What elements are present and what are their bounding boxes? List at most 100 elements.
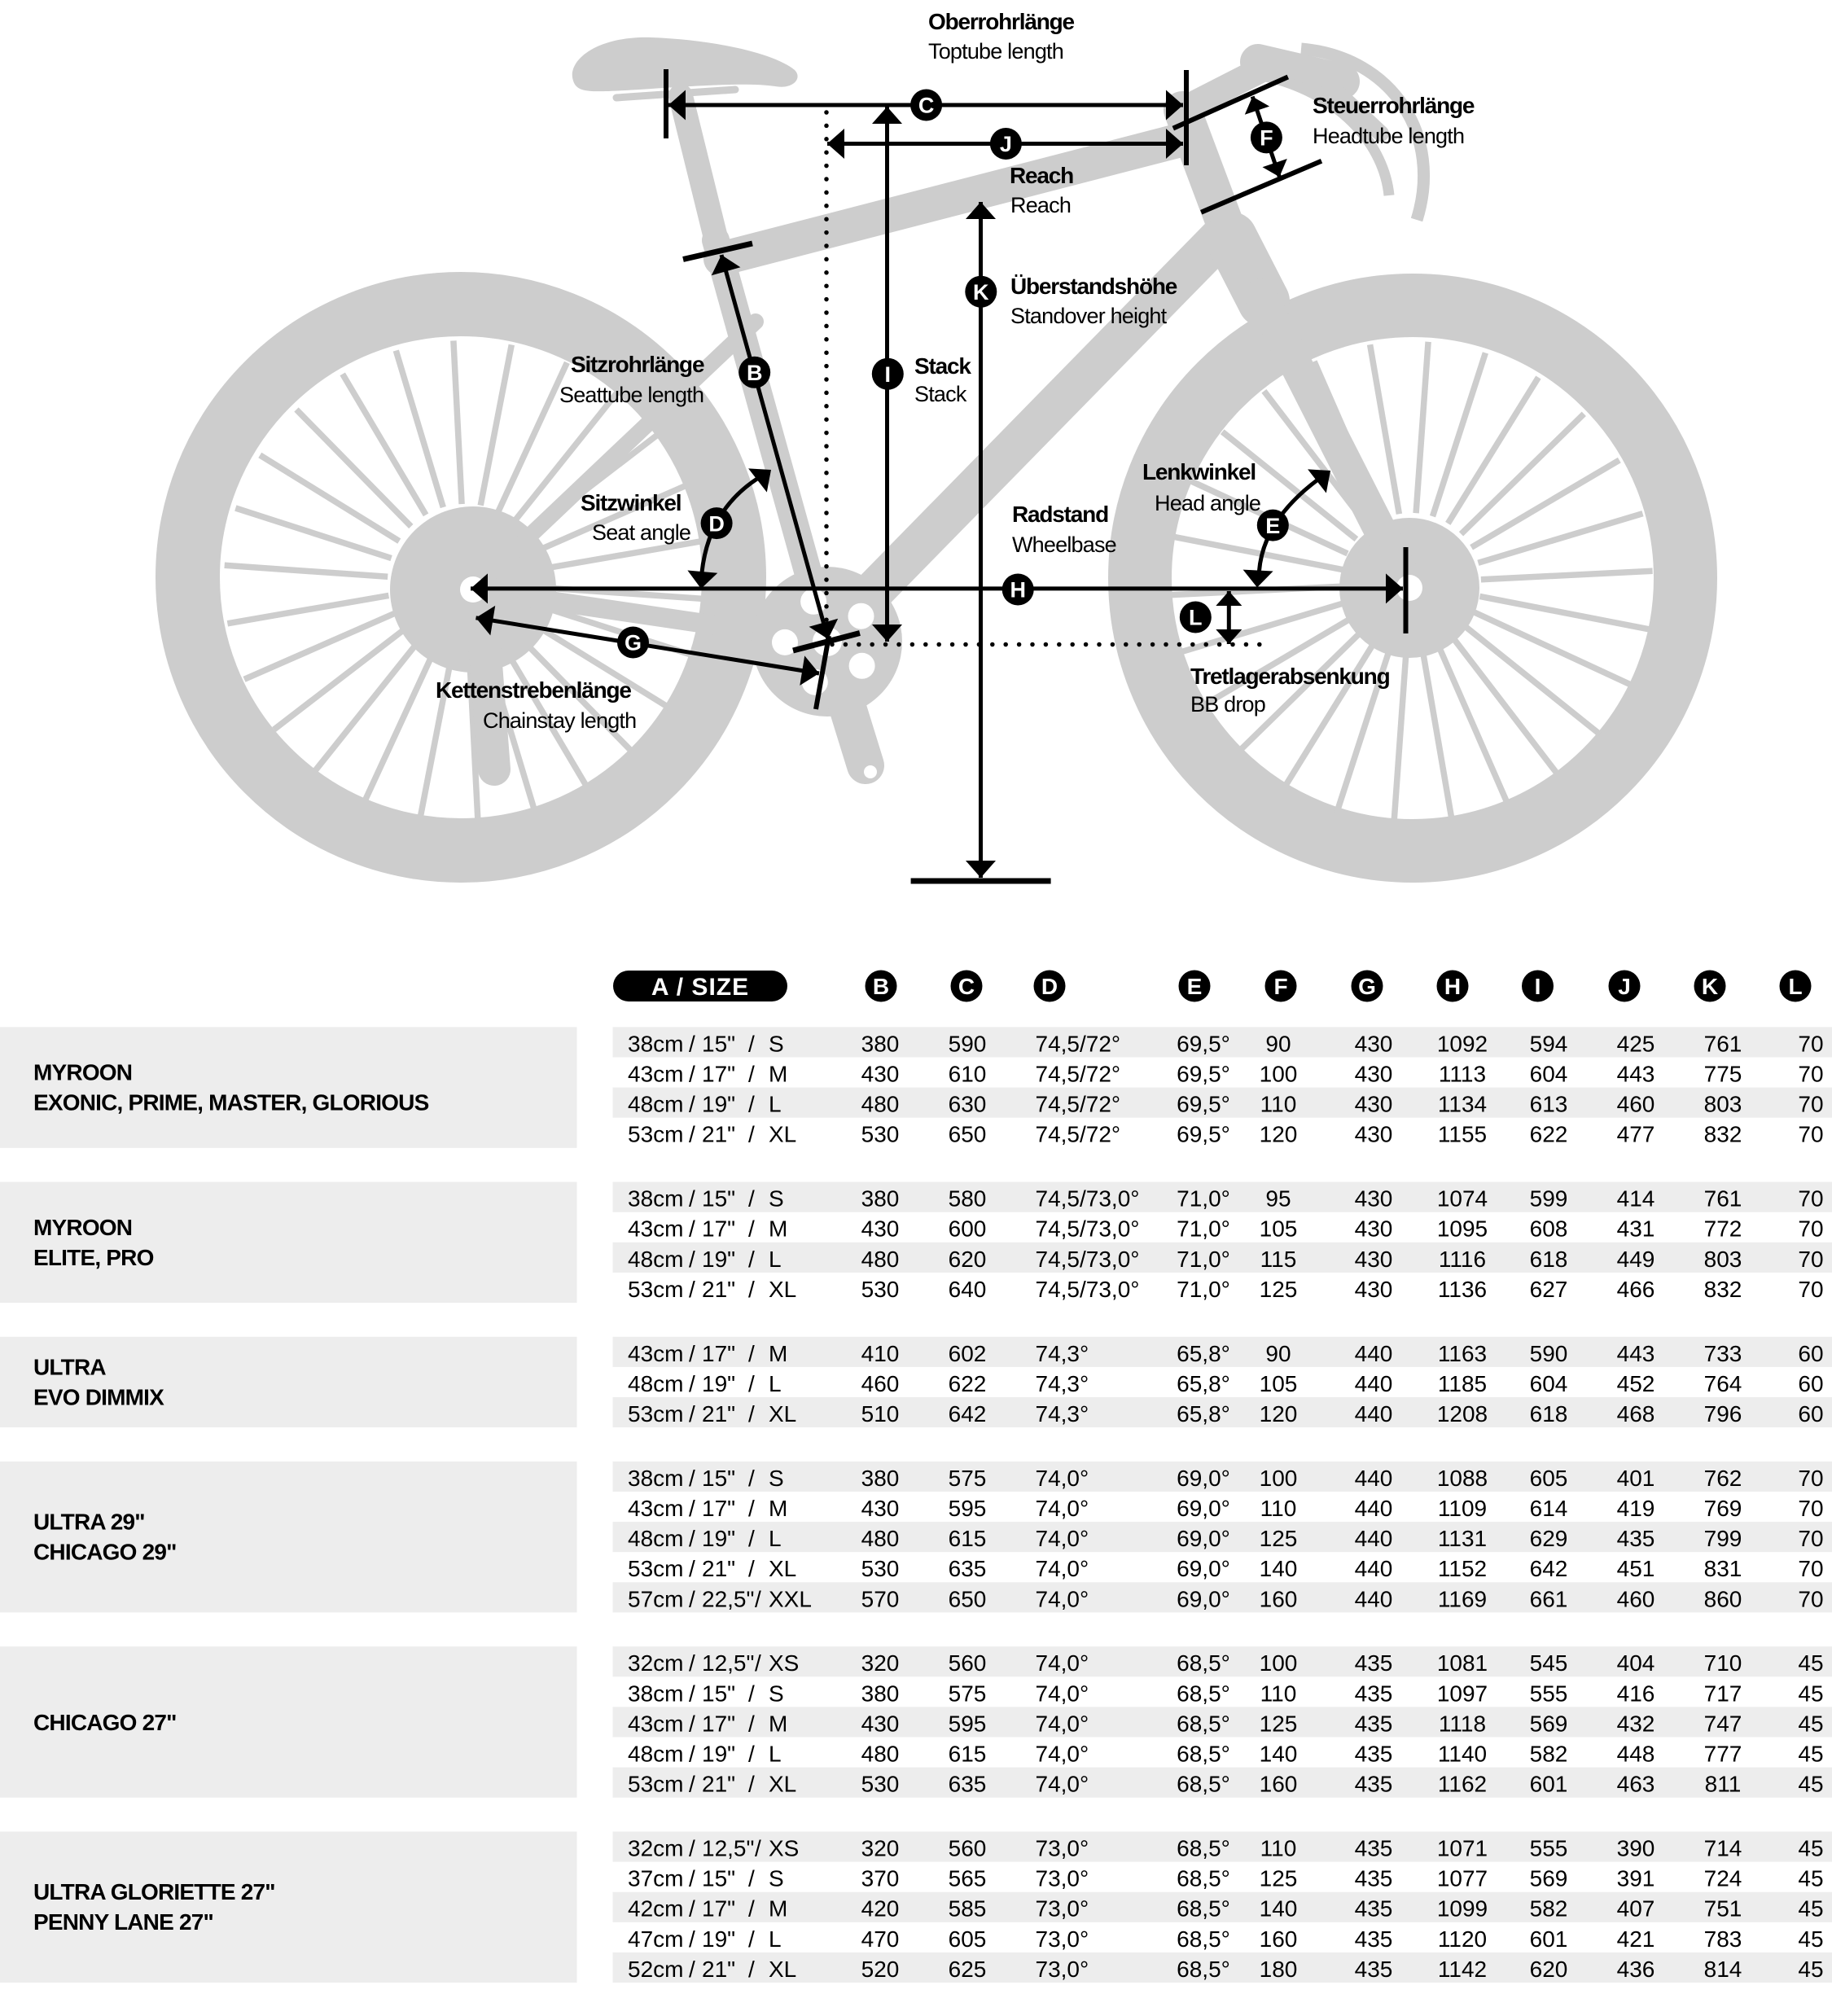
svg-text:21": 21" [702, 1122, 735, 1147]
svg-text:625: 625 [949, 1957, 987, 1982]
svg-text:ULTRA GLORIETTE 27": ULTRA GLORIETTE 27" [33, 1879, 275, 1904]
svg-text:560: 560 [949, 1836, 987, 1861]
svg-text:48cm: 48cm [628, 1526, 683, 1551]
svg-text:74,5/73,0°: 74,5/73,0° [1036, 1186, 1140, 1212]
svg-text:435: 435 [1355, 1926, 1393, 1952]
svg-text:435: 435 [1355, 1836, 1393, 1861]
svg-text:595: 595 [949, 1496, 987, 1521]
svg-text:595: 595 [949, 1711, 987, 1736]
svg-text:/: / [689, 1711, 695, 1736]
svg-text:74,5/72°: 74,5/72° [1036, 1062, 1121, 1087]
svg-text:E: E [1265, 514, 1280, 538]
svg-text:38cm: 38cm [628, 1186, 683, 1212]
svg-text:48cm: 48cm [628, 1742, 683, 1767]
svg-text:/: / [748, 1062, 755, 1087]
svg-text:90: 90 [1265, 1341, 1291, 1366]
svg-text:1152: 1152 [1438, 1556, 1487, 1581]
svg-text:724: 724 [1704, 1866, 1742, 1891]
svg-text:1163: 1163 [1438, 1341, 1487, 1366]
svg-text:/: / [748, 1866, 755, 1891]
svg-text:410: 410 [861, 1341, 900, 1366]
svg-text:615: 615 [949, 1526, 987, 1551]
svg-text:Standover height: Standover height [1010, 304, 1168, 328]
svg-text:440: 440 [1355, 1371, 1393, 1396]
svg-text:480: 480 [861, 1526, 900, 1551]
svg-text:43cm: 43cm [628, 1496, 683, 1521]
svg-text:1185: 1185 [1438, 1371, 1487, 1396]
svg-text:/: / [689, 1496, 695, 1521]
svg-text:70: 70 [1798, 1092, 1823, 1117]
svg-text:68,5°: 68,5° [1177, 1836, 1230, 1861]
svg-text:630: 630 [949, 1092, 987, 1117]
svg-text:1162: 1162 [1438, 1772, 1487, 1797]
svg-text:/: / [748, 1556, 755, 1581]
svg-text:1088: 1088 [1437, 1466, 1488, 1491]
svg-text:/: / [689, 1896, 695, 1922]
svg-text:100: 100 [1260, 1650, 1298, 1676]
svg-text:Steuerrohrlänge: Steuerrohrlänge [1313, 93, 1475, 118]
svg-text:601: 601 [1530, 1926, 1568, 1952]
svg-text:38cm: 38cm [628, 1466, 683, 1491]
svg-text:74,0°: 74,0° [1036, 1586, 1089, 1611]
svg-text:43cm: 43cm [628, 1341, 683, 1366]
svg-text:/: / [689, 1650, 695, 1676]
svg-text:H: H [1444, 974, 1461, 999]
svg-text:65,8°: 65,8° [1177, 1401, 1230, 1427]
svg-text:MYROON: MYROON [33, 1060, 132, 1085]
svg-text:1120: 1120 [1438, 1926, 1487, 1952]
svg-text:Wheelbase: Wheelbase [1012, 532, 1116, 557]
svg-text:Stack: Stack [914, 382, 967, 406]
svg-text:70: 70 [1798, 1556, 1823, 1581]
svg-text:/: / [689, 1586, 695, 1611]
svg-text:69,0°: 69,0° [1177, 1556, 1230, 1581]
svg-text:L: L [769, 1092, 782, 1117]
svg-text:430: 430 [1355, 1062, 1393, 1087]
svg-text:1116: 1116 [1439, 1247, 1486, 1272]
svg-text:/: / [748, 1681, 755, 1706]
svg-text:74,0°: 74,0° [1036, 1556, 1089, 1581]
svg-text:17": 17" [702, 1216, 735, 1242]
svg-text:751: 751 [1704, 1896, 1742, 1922]
svg-text:747: 747 [1704, 1711, 1742, 1736]
svg-text:/: / [689, 1031, 695, 1056]
svg-text:21": 21" [702, 1277, 735, 1302]
svg-text:380: 380 [861, 1186, 900, 1212]
svg-text:480: 480 [861, 1247, 900, 1272]
svg-text:115: 115 [1260, 1247, 1297, 1272]
svg-text:68,5°: 68,5° [1177, 1650, 1230, 1676]
svg-text:B: B [747, 361, 763, 385]
svg-text:K: K [973, 280, 989, 305]
svg-text:15": 15" [702, 1866, 735, 1891]
svg-text:560: 560 [949, 1650, 987, 1676]
svg-text:45: 45 [1798, 1650, 1823, 1676]
svg-text:/: / [689, 1247, 695, 1272]
svg-text:53cm: 53cm [628, 1401, 683, 1427]
svg-text:Headtube length: Headtube length [1313, 124, 1464, 148]
svg-text:435: 435 [1355, 1957, 1393, 1982]
svg-text:1131: 1131 [1438, 1526, 1487, 1551]
svg-text:74,5/72°: 74,5/72° [1036, 1031, 1121, 1056]
svg-text:620: 620 [1530, 1957, 1568, 1982]
svg-text:ULTRA 29": ULTRA 29" [33, 1510, 145, 1535]
svg-text:H: H [1010, 578, 1026, 603]
svg-text:95: 95 [1265, 1186, 1291, 1212]
svg-text:70: 70 [1798, 1247, 1823, 1272]
svg-text:70: 70 [1798, 1031, 1823, 1056]
svg-text:D: D [1041, 974, 1058, 999]
svg-text:125: 125 [1260, 1866, 1298, 1891]
svg-text:811: 811 [1705, 1772, 1742, 1797]
svg-text:EXONIC, PRIME, MASTER, GLORIOU: EXONIC, PRIME, MASTER, GLORIOUS [33, 1090, 429, 1115]
svg-text:45: 45 [1798, 1681, 1823, 1706]
svg-text:430: 430 [1355, 1031, 1393, 1056]
svg-text:XS: XS [769, 1650, 799, 1676]
svg-text:69,0°: 69,0° [1177, 1586, 1230, 1611]
svg-text:1074: 1074 [1437, 1186, 1488, 1212]
svg-text:L: L [769, 1371, 782, 1396]
svg-text:19": 19" [702, 1926, 735, 1952]
svg-text:110: 110 [1260, 1681, 1297, 1706]
svg-text:57cm: 57cm [628, 1586, 683, 1611]
svg-text:613: 613 [1530, 1092, 1568, 1117]
svg-text:69,5°: 69,5° [1177, 1092, 1230, 1117]
svg-text:I: I [1535, 974, 1541, 999]
svg-text:65,8°: 65,8° [1177, 1341, 1230, 1366]
